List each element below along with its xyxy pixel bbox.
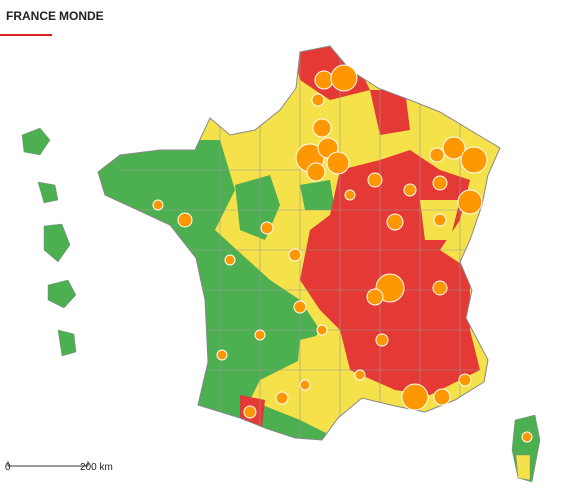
active-tab-underline — [0, 34, 52, 36]
case-circles — [152, 64, 533, 443]
department-borders — [110, 50, 480, 440]
islands — [21, 127, 541, 483]
scale-start: 0 — [5, 462, 11, 473]
scale-end: 200 km — [80, 462, 113, 473]
tab-france[interactable]: FRANCE — [6, 9, 56, 23]
france-outline — [97, 45, 501, 441]
tab-monde[interactable]: MONDE — [59, 9, 104, 23]
